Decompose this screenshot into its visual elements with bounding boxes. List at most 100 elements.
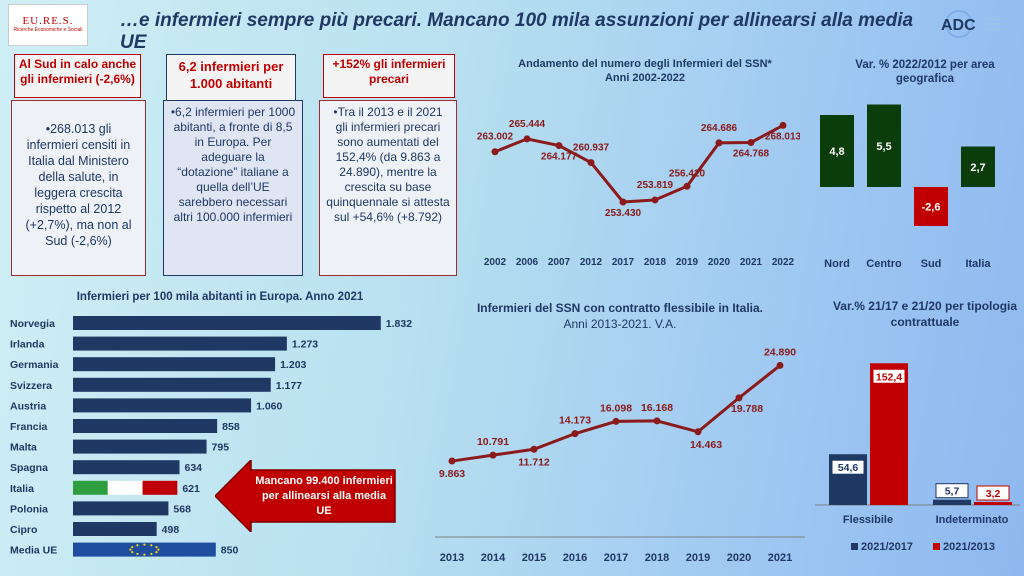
flex-x-tick: 2018 bbox=[645, 552, 669, 564]
ssn-data-label: 260.937 bbox=[573, 143, 610, 154]
ssn-x-tick: 2017 bbox=[612, 257, 635, 268]
region-data-label: 2,7 bbox=[970, 162, 985, 174]
ssn-point bbox=[651, 196, 659, 204]
ssn-data-label: 264.177 bbox=[541, 152, 578, 163]
ssn-chart-subtitle: Anni 2002-2022 bbox=[604, 72, 686, 84]
eu-star-icon bbox=[136, 552, 139, 556]
europe-category-label: Spagna bbox=[10, 462, 48, 474]
europe-category-label: Cipro bbox=[10, 524, 37, 536]
ssn-point bbox=[779, 121, 787, 129]
ssn-x-tick: 2019 bbox=[676, 257, 699, 268]
europe-bar-italy-green bbox=[73, 480, 108, 495]
box1-text: •268.013 gli infermieri censiti in Itali… bbox=[11, 100, 146, 276]
ssn-point bbox=[683, 182, 691, 190]
flex-point bbox=[653, 417, 661, 425]
ssn-x-tick: 2007 bbox=[548, 257, 571, 268]
contract-data-label: 54,6 bbox=[838, 462, 859, 474]
arrow-callout-text: Mancano 99.400 infermieri per allinearsi… bbox=[255, 475, 393, 517]
contract-data-label: 5,7 bbox=[945, 486, 960, 498]
europe-bar bbox=[73, 501, 169, 516]
europe-category-label: Norvegia bbox=[10, 318, 55, 330]
box1-header: Al Sud in calo anche gli infermieri (-2,… bbox=[14, 54, 141, 98]
europe-data-label: 498 bbox=[162, 524, 180, 536]
flex-point bbox=[776, 361, 784, 369]
contract-label-box bbox=[872, 368, 906, 384]
region-bar bbox=[961, 146, 995, 187]
flex-data-label: 16.098 bbox=[600, 402, 632, 414]
contract-data-label: 152,4 bbox=[876, 371, 902, 383]
region-data-label: 5,5 bbox=[876, 141, 891, 153]
europe-bar bbox=[73, 460, 180, 475]
europe-bar-chart: Norvegia 1.832 Irlanda 1.273 Germania 1.203 Sv… bbox=[10, 316, 412, 557]
region-chart-title: Var. % 2022/2012 per area geografica bbox=[855, 59, 995, 85]
flex-data-label: 10.791 bbox=[477, 436, 509, 448]
europe-category-label: Francia bbox=[10, 421, 48, 433]
contract-bar bbox=[933, 499, 971, 505]
eu-star-icon bbox=[155, 551, 158, 554]
europe-data-label: 1.177 bbox=[276, 380, 302, 392]
europe-bar bbox=[73, 522, 157, 536]
eures-logo: EU.RE.S. Ricerche Economiche e Sociali bbox=[8, 4, 88, 46]
ssn-line-chart: 263.002 2002 265.444 2006 264.177 2007 260.937… bbox=[477, 119, 800, 268]
box3-text: •Tra il 2013 e il 2021 gli infermieri pr… bbox=[319, 100, 457, 276]
region-category-label: Sud bbox=[921, 258, 942, 270]
adc-logo-text: ADC bbox=[941, 17, 976, 34]
ssn-data-label: 265.444 bbox=[509, 119, 546, 130]
flex-x-tick: 2013 bbox=[440, 552, 464, 564]
eu-star-icon bbox=[157, 548, 160, 551]
europe-data-label: 1.203 bbox=[280, 359, 306, 371]
ssn-point bbox=[747, 138, 755, 146]
flex-x-tick: 2019 bbox=[686, 552, 710, 564]
flex-chart-subtitle: Anni 2013-2021. V.A. bbox=[563, 317, 677, 331]
ssn-point bbox=[619, 198, 627, 206]
eu-star-icon bbox=[143, 553, 146, 556]
contract-bar bbox=[870, 363, 908, 505]
adc-logo: ADC bbox=[935, 8, 1005, 40]
ssn-data-label: 268.013 bbox=[765, 131, 800, 142]
region-bar bbox=[820, 115, 854, 187]
ssn-data-label: 264.686 bbox=[701, 123, 738, 134]
region-category-label: Centro bbox=[866, 258, 902, 270]
eures-logo-sub: Ricerche Economiche e Sociali bbox=[13, 27, 83, 33]
europe-data-label: 1.060 bbox=[256, 400, 282, 412]
region-category-label: Nord bbox=[824, 258, 850, 270]
flex-point bbox=[489, 451, 497, 459]
europe-data-label: 850 bbox=[221, 545, 239, 557]
flex-x-tick: 2015 bbox=[522, 552, 546, 564]
ssn-data-label: 263.002 bbox=[477, 132, 514, 143]
flex-x-tick: 2016 bbox=[563, 552, 587, 564]
region-category-label: Italia bbox=[965, 258, 991, 270]
europe-bar bbox=[73, 398, 252, 413]
europe-category-label: Svizzera bbox=[10, 380, 52, 392]
flex-data-label: 11.712 bbox=[518, 456, 550, 468]
contract-label-box bbox=[935, 483, 969, 499]
eu-star-icon bbox=[131, 551, 134, 554]
region-bar bbox=[914, 187, 948, 226]
flex-line-chart: 9.863 10.791 11.712 14.173 16.098 16.168 14.46… bbox=[435, 346, 805, 564]
box2-text: •6,2 infermieri per 1000 abitanti, a fro… bbox=[163, 100, 303, 276]
ssn-data-label: 264.768 bbox=[733, 148, 770, 159]
ssn-x-tick: 2021 bbox=[740, 257, 763, 268]
ssn-data-label: 253.430 bbox=[605, 208, 642, 219]
eu-star-icon bbox=[129, 548, 132, 551]
europe-bar-eu bbox=[73, 542, 216, 557]
ssn-data-label: 256.420 bbox=[669, 168, 706, 179]
ssn-point bbox=[587, 159, 595, 167]
europe-category-label: Malta bbox=[10, 442, 37, 454]
ssn-x-tick: 2006 bbox=[516, 257, 539, 268]
ssn-x-tick: 2020 bbox=[708, 257, 731, 268]
box2-header: 6,2 infermieri per 1.000 abitanti bbox=[166, 54, 296, 101]
eu-star-icon bbox=[150, 552, 153, 556]
flex-x-tick: 2020 bbox=[727, 552, 751, 564]
europe-bar-italy-white bbox=[107, 480, 143, 495]
contract-legend-swatch bbox=[933, 543, 940, 550]
eu-star-icon bbox=[143, 543, 146, 546]
europe-data-label: 568 bbox=[173, 503, 191, 515]
flex-point bbox=[530, 445, 538, 453]
flex-data-label: 24.890 bbox=[764, 346, 796, 358]
eu-star-icon bbox=[155, 546, 158, 549]
flex-data-label: 14.463 bbox=[690, 439, 722, 451]
europe-bar bbox=[73, 336, 287, 351]
flex-point bbox=[571, 430, 579, 438]
flex-point bbox=[448, 457, 456, 465]
